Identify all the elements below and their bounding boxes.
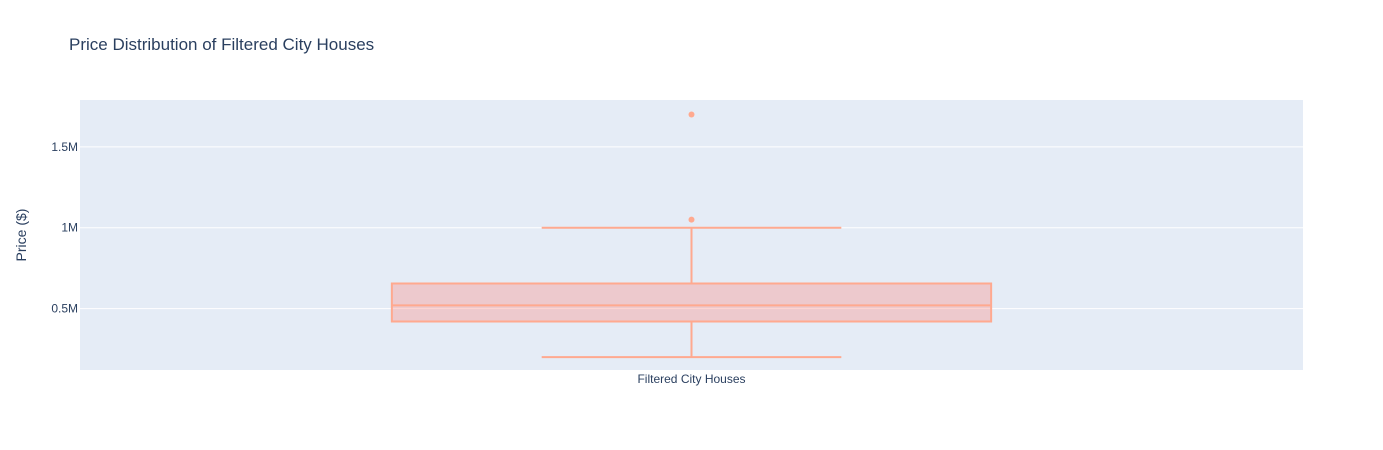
- iqr-box[interactable]: [390, 282, 993, 323]
- y-tick-label: 1.5M: [51, 140, 78, 154]
- y-tick-label: 1M: [61, 221, 78, 235]
- x-tick-label: Filtered City Houses: [637, 372, 745, 386]
- box-series[interactable]: [390, 111, 993, 359]
- chart-title: Price Distribution of Filtered City Hous…: [69, 35, 374, 54]
- outlier-point[interactable]: [688, 216, 695, 223]
- x-tick-labels: Filtered City Houses: [637, 372, 745, 386]
- y-tick-labels: 0.5M 1M 1.5M: [51, 140, 78, 316]
- y-tick-label: 0.5M: [51, 302, 78, 316]
- y-axis-title: Price ($): [13, 209, 29, 262]
- box[interactable]: [390, 111, 993, 359]
- outlier-point[interactable]: [688, 111, 695, 118]
